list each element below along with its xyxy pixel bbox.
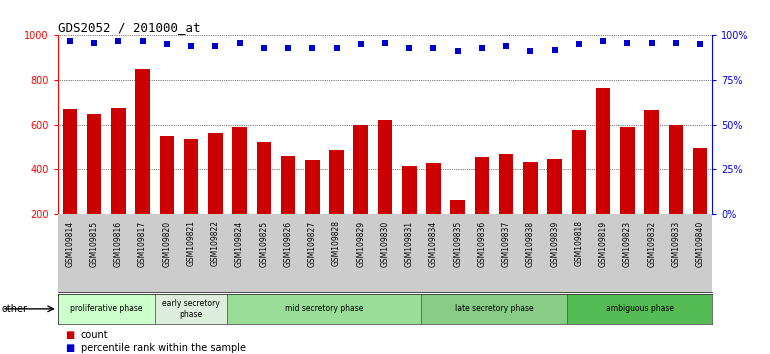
Text: GDS2052 / 201000_at: GDS2052 / 201000_at [58,21,200,34]
Point [548,47,561,52]
Text: GSM109834: GSM109834 [429,221,438,267]
Bar [571,130,586,214]
Bar [523,162,537,214]
Bar [305,160,320,214]
Bar [87,114,102,214]
Point [621,40,634,45]
Point [427,45,440,51]
Bar [474,157,489,214]
Point [379,40,391,45]
Point [64,38,76,44]
Point [330,45,343,51]
Point [161,41,173,47]
Text: GSM109833: GSM109833 [671,221,681,267]
Text: GSM109839: GSM109839 [551,221,559,267]
Text: GSM109835: GSM109835 [454,221,462,267]
Point [88,40,100,45]
Text: percentile rank within the sample: percentile rank within the sample [81,343,246,353]
Text: GSM109838: GSM109838 [526,221,535,267]
Bar [499,154,514,214]
Bar [62,109,77,214]
Point [451,48,464,54]
Text: GSM109826: GSM109826 [283,221,293,267]
Text: GSM109827: GSM109827 [308,221,316,267]
Text: GSM109836: GSM109836 [477,221,487,267]
Text: GSM109820: GSM109820 [162,221,172,267]
Point [476,45,488,51]
Text: GSM109821: GSM109821 [186,221,196,267]
Bar [450,200,465,214]
Text: GSM109840: GSM109840 [695,221,705,267]
Point [500,43,512,49]
Text: ■: ■ [65,330,75,339]
Bar [547,159,562,214]
Bar [693,148,708,214]
Text: GSM109816: GSM109816 [114,221,123,267]
Bar [330,150,343,214]
Point [112,38,125,44]
Text: GSM109815: GSM109815 [89,221,99,267]
Text: GSM109837: GSM109837 [502,221,511,267]
Bar [184,139,199,214]
Text: GSM109818: GSM109818 [574,221,584,267]
Bar [567,294,712,324]
Bar [668,125,683,214]
Text: other: other [2,304,28,314]
Text: GSM109825: GSM109825 [259,221,268,267]
Bar [378,120,392,214]
Bar [136,69,150,214]
Text: GSM109831: GSM109831 [405,221,413,267]
Text: GSM109829: GSM109829 [357,221,365,267]
Text: count: count [81,330,109,339]
Point [306,45,319,51]
Bar [402,166,417,214]
Bar [256,142,271,214]
Bar [644,110,659,214]
Bar [58,294,155,324]
Point [136,38,149,44]
Bar [227,294,421,324]
Text: proliferative phase: proliferative phase [70,304,142,313]
Point [524,48,537,54]
Bar [208,133,223,214]
Point [670,40,682,45]
Point [258,45,270,51]
Bar [111,108,126,214]
Point [403,45,415,51]
Text: ■: ■ [65,343,75,353]
Bar [353,125,368,214]
Bar [596,88,611,214]
Bar [421,294,567,324]
Text: mid secretory phase: mid secretory phase [285,304,363,313]
Text: late secretory phase: late secretory phase [455,304,534,313]
Point [185,43,197,49]
Text: early secretory
phase: early secretory phase [162,299,220,319]
Point [694,41,706,47]
Bar [427,163,440,214]
Text: GSM109822: GSM109822 [211,221,219,267]
Point [209,43,222,49]
Bar [159,136,174,214]
Point [645,40,658,45]
Text: GSM109814: GSM109814 [65,221,75,267]
Bar [620,127,634,214]
Bar [233,127,247,214]
Text: GSM109819: GSM109819 [598,221,608,267]
Text: GSM109824: GSM109824 [235,221,244,267]
Point [282,45,294,51]
Text: GSM109823: GSM109823 [623,221,632,267]
Point [573,41,585,47]
Point [597,38,609,44]
Text: GSM109828: GSM109828 [332,221,341,267]
Bar [155,294,227,324]
Bar [281,156,296,214]
Text: ambiguous phase: ambiguous phase [605,304,674,313]
Point [355,41,367,47]
Text: GSM109830: GSM109830 [380,221,390,267]
Text: GSM109817: GSM109817 [138,221,147,267]
Text: GSM109832: GSM109832 [647,221,656,267]
Point [233,40,246,45]
